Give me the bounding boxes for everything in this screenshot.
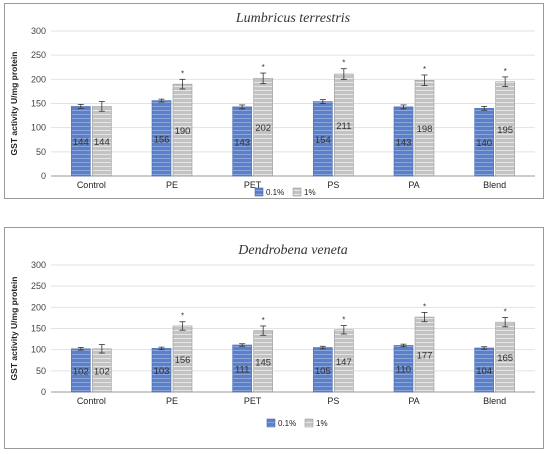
data-label: 144 (73, 137, 89, 148)
significance-mark: * (262, 316, 265, 325)
category-label: Blend (483, 396, 506, 406)
data-label: 140 (476, 138, 492, 149)
y-tick-label: 150 (31, 324, 46, 334)
legend-label: 0.1% (266, 188, 284, 197)
category-label: PE (166, 396, 178, 406)
data-label: 102 (94, 366, 110, 377)
legend-swatch (304, 418, 314, 428)
legend-swatch (266, 418, 276, 428)
significance-mark: * (181, 312, 184, 321)
y-tick-label: 100 (31, 345, 46, 355)
category-label: PET (244, 180, 262, 190)
y-tick-label: 300 (31, 26, 46, 36)
significance-mark: * (342, 59, 345, 68)
y-tick-label: 50 (36, 366, 46, 376)
data-label: 165 (497, 353, 513, 364)
category-label: Blend (483, 180, 506, 190)
data-label: 190 (175, 126, 191, 137)
chart-panel-dendrobena: Dendrobena veneta 0 50 100 150 200 250 300 GST a… (4, 227, 544, 449)
y-tick-label: 250 (31, 281, 46, 291)
category-label: PS (327, 396, 339, 406)
legend-label: 1% (316, 419, 328, 428)
significance-mark: * (342, 316, 345, 325)
data-label: 198 (417, 124, 433, 135)
y-tick-label: 0 (41, 171, 46, 181)
data-label: 111 (235, 365, 249, 376)
data-label: 103 (154, 366, 170, 377)
data-label: 104 (476, 366, 492, 377)
data-label: 177 (417, 351, 433, 362)
chart-lumbricus: Lumbricus terrestris 0 50 100 150 200 250 300 GS… (9, 11, 535, 197)
significance-mark: * (423, 65, 426, 74)
y-tick-label: 150 (31, 99, 46, 109)
y-tick-label: 200 (31, 74, 46, 84)
category-label: PE (166, 180, 178, 190)
chart-title: Lumbricus terrestris (235, 11, 351, 26)
y-tick-label: 0 (41, 387, 46, 397)
chart-title: Dendrobena veneta (237, 243, 348, 258)
data-label: 195 (497, 125, 513, 136)
y-tick-label: 300 (31, 260, 46, 270)
y-axis-label: GST activity U/mg protein (9, 277, 19, 381)
data-label: 143 (234, 137, 250, 148)
significance-mark: * (504, 307, 507, 316)
category-label: PS (327, 180, 339, 190)
y-tick-label: 50 (36, 147, 46, 157)
y-tick-label: 250 (31, 50, 46, 60)
category-label: PA (408, 180, 419, 190)
data-label: 154 (315, 135, 331, 146)
data-label: 105 (315, 366, 331, 377)
significance-mark: * (504, 67, 507, 76)
data-label: 147 (336, 357, 352, 368)
chart-dendrobena: Dendrobena veneta 0 50 100 150 200 250 300 GST a… (9, 243, 535, 428)
significance-mark: * (423, 302, 426, 311)
significance-mark: * (181, 69, 184, 78)
data-label: 102 (73, 366, 89, 377)
legend-swatch (292, 187, 302, 197)
data-label: 156 (154, 134, 170, 145)
data-label: 143 (396, 137, 412, 148)
data-label: 144 (94, 137, 110, 148)
chart-panel-lumbricus: Lumbricus terrestris 0 50 100 150 200 250 300 GS… (4, 3, 544, 199)
data-label: 202 (255, 123, 271, 134)
legend-label: 1% (304, 188, 316, 197)
data-label: 211 (336, 121, 351, 132)
y-tick-label: 200 (31, 302, 46, 312)
y-tick-label: 100 (31, 123, 46, 133)
category-label: Control (77, 180, 106, 190)
category-label: PET (244, 396, 262, 406)
data-label: 156 (175, 355, 191, 366)
data-label: 145 (255, 357, 271, 368)
legend-swatch (254, 187, 264, 197)
legend-label: 0.1% (278, 419, 296, 428)
category-label: PA (408, 396, 419, 406)
y-axis-label: GST activity U/mg protein (9, 52, 19, 156)
category-label: Control (77, 396, 106, 406)
significance-mark: * (262, 63, 265, 72)
data-label: 110 (396, 365, 411, 376)
